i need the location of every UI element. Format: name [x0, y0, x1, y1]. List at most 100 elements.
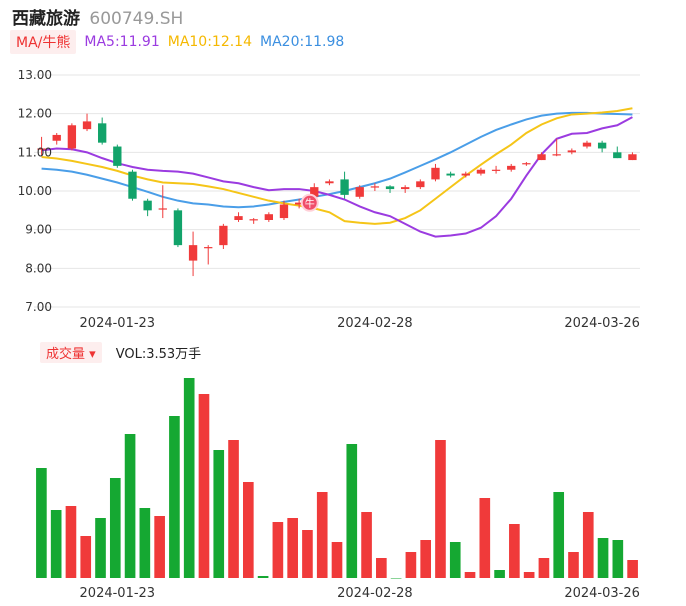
candle-body [522, 163, 531, 165]
volume-bar [36, 468, 47, 578]
x-tick-label: 2024-02-28 [337, 316, 413, 331]
bull-badge-icon [300, 193, 319, 212]
candle-body [188, 245, 198, 261]
volume-bar [627, 560, 638, 578]
x-tick-label: 2024-01-23 [80, 316, 156, 331]
volume-bar [435, 440, 446, 578]
candle-body [416, 181, 425, 188]
candle [552, 138, 561, 157]
volume-bar [538, 558, 550, 578]
volume-bars [36, 378, 638, 579]
x-tick-label-volume: 2024-01-23 [80, 586, 156, 601]
volume-bar [302, 530, 313, 578]
volume-bar [95, 518, 106, 578]
candle [628, 152, 637, 161]
volume-bar [390, 578, 402, 579]
stock-code: 600749.SH [89, 9, 184, 29]
moving-average-lines [41, 107, 633, 238]
volume-bar [169, 416, 180, 578]
volume-bar [139, 508, 151, 578]
candle-body [401, 187, 410, 190]
candle-body [143, 200, 152, 211]
ma-legend: MA/牛熊 MA5:11.91 MA10:12.14 MA20:11.98 [10, 30, 344, 54]
y-tick-label: 9.00 [25, 223, 52, 237]
candle [613, 146, 622, 159]
candle-body [310, 187, 319, 197]
price-grid [34, 74, 640, 308]
stock-title: 西藏旅游 600749.SH [12, 4, 183, 29]
price-axis: 13.00 12.00 11.00 10.00 9.00 8.00 7.00 [18, 68, 52, 314]
volume-bar [568, 552, 579, 578]
candlesticks [37, 113, 637, 277]
candle-body [461, 173, 470, 176]
candle [113, 144, 122, 168]
candle [522, 162, 531, 166]
candle [401, 185, 410, 193]
candle-body [204, 247, 213, 249]
candle-body [67, 125, 77, 149]
volume-bar [494, 570, 505, 578]
candle [279, 200, 289, 220]
candle [82, 113, 92, 132]
candle [204, 245, 213, 265]
ma5-label: MA5:11.91 [84, 34, 160, 50]
volume-bar [376, 558, 387, 578]
candle [491, 165, 501, 174]
candle-body [597, 142, 607, 149]
volume-bar [331, 542, 343, 578]
candle-body [476, 169, 486, 174]
candle-body [325, 181, 334, 184]
candle [143, 198, 152, 217]
candle [98, 117, 107, 145]
candle [416, 179, 425, 190]
candle-body [628, 154, 637, 161]
candle-body [507, 165, 516, 170]
candle-body [370, 186, 380, 188]
candle-body [385, 186, 395, 190]
volume-bar [154, 516, 165, 578]
candle [264, 212, 273, 222]
candle [582, 140, 592, 149]
bull-badge: 牛 [300, 193, 319, 212]
volume-bar [183, 378, 195, 578]
candle-body [355, 187, 364, 197]
volume-bar [361, 512, 372, 578]
triangle-down-icon: ▾ [89, 347, 96, 362]
candle-body [52, 134, 61, 141]
x-tick-label-volume: 2024-02-28 [337, 586, 413, 601]
ma20-line [41, 111, 633, 209]
candle [355, 185, 364, 199]
candle [597, 140, 607, 153]
y-tick-label: 12.00 [18, 107, 52, 121]
y-tick-label: 10.00 [18, 184, 52, 198]
volume-selector-button[interactable]: 成交量 ▾ [40, 342, 102, 363]
volume-bar [479, 498, 491, 578]
candle-body [158, 208, 167, 210]
volume-bar [198, 394, 210, 578]
candle [249, 218, 258, 224]
candle-body [582, 142, 592, 147]
stock-name: 西藏旅游 [12, 9, 80, 29]
ma10-label: MA10:12.14 [167, 34, 253, 50]
candle-body [446, 173, 455, 176]
volume-bar [124, 434, 136, 578]
volume-bar [420, 540, 432, 578]
volume-bar [405, 552, 417, 578]
candle [173, 208, 183, 248]
candle-body [431, 167, 440, 180]
candle [294, 198, 304, 209]
candle-body [567, 150, 576, 153]
volume-bar [213, 450, 225, 578]
ma5-line [41, 116, 633, 238]
candle-body [264, 214, 273, 220]
volume-legend: 成交量 ▾ VOL:3.53万手 [40, 342, 201, 363]
volume-bar [464, 572, 476, 578]
volume-bar [346, 444, 358, 578]
volume-selector-label: 成交量 [46, 347, 86, 362]
candle [188, 231, 198, 277]
volume-bar [523, 572, 535, 578]
volume-bar [109, 478, 121, 578]
candle [310, 183, 319, 197]
ma-selector-button[interactable]: MA/牛熊 [10, 30, 77, 54]
